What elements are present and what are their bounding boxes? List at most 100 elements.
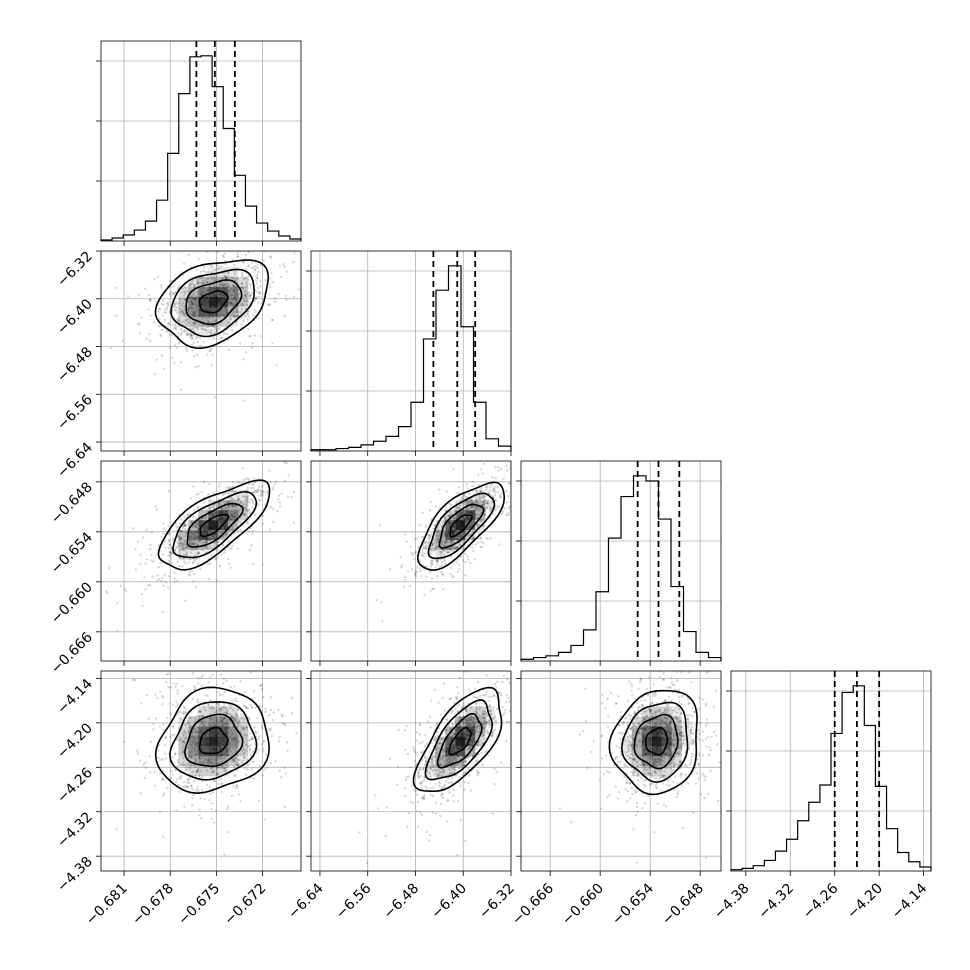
scatter-point bbox=[184, 723, 188, 727]
pair-inner-2 bbox=[311, 460, 548, 661]
scatter-point bbox=[429, 550, 433, 553]
scatter-point bbox=[161, 778, 164, 782]
scatter-point bbox=[124, 589, 128, 593]
scatter-point bbox=[478, 495, 481, 498]
scatter-point bbox=[648, 724, 652, 727]
scatter-point bbox=[179, 361, 183, 364]
scatter-point bbox=[466, 554, 469, 558]
scatter-point bbox=[504, 489, 508, 493]
scatter-point bbox=[198, 814, 201, 817]
scatter-point bbox=[637, 722, 640, 725]
scatter-point bbox=[385, 806, 388, 809]
scatter-point bbox=[187, 720, 190, 723]
scatter-point bbox=[538, 460, 540, 462]
scatter-point bbox=[231, 505, 234, 508]
scatter-point bbox=[682, 734, 685, 738]
scatter-point bbox=[461, 705, 465, 709]
scatter-point bbox=[403, 729, 407, 732]
scatter-point bbox=[234, 315, 237, 319]
scatter-point bbox=[419, 783, 423, 786]
scatter-point bbox=[277, 740, 281, 743]
scatter-point bbox=[440, 542, 443, 546]
scatter-point bbox=[177, 535, 181, 539]
scatter-point bbox=[457, 799, 460, 803]
scatter-point bbox=[180, 775, 183, 778]
scatter-point bbox=[672, 758, 675, 761]
scatter-point bbox=[474, 696, 477, 699]
scatter-point bbox=[246, 521, 249, 524]
scatter-point bbox=[219, 715, 222, 719]
scatter-point bbox=[187, 306, 190, 310]
scatter-point bbox=[190, 521, 193, 524]
scatter-point bbox=[232, 739, 235, 742]
scatter-point bbox=[197, 551, 201, 554]
density-cell bbox=[178, 540, 189, 551]
scatter-point bbox=[233, 759, 236, 763]
scatter-point bbox=[258, 764, 261, 767]
scatter-point bbox=[218, 283, 221, 287]
scatter-point bbox=[463, 759, 467, 763]
scatter-point bbox=[195, 314, 199, 318]
scatter-point bbox=[250, 735, 254, 739]
scatter-point bbox=[197, 701, 200, 704]
scatter-point bbox=[428, 772, 431, 775]
density-cell bbox=[218, 756, 229, 767]
scatter-point bbox=[546, 498, 548, 500]
scatter-point bbox=[607, 715, 610, 718]
scatter-point bbox=[218, 532, 221, 535]
scatter-point bbox=[675, 671, 679, 673]
scatter-point bbox=[249, 527, 252, 530]
scatter-point bbox=[165, 308, 169, 311]
scatter-point bbox=[148, 298, 152, 301]
scatter-point bbox=[264, 279, 267, 282]
scatter-point bbox=[168, 543, 172, 547]
pair-inner-0 bbox=[101, 251, 301, 451]
scatter-point bbox=[221, 544, 224, 547]
scatter-point bbox=[166, 301, 170, 305]
scatter-point bbox=[488, 505, 492, 509]
scatter-point bbox=[266, 490, 269, 493]
scatter-point bbox=[188, 767, 192, 771]
density-cell bbox=[198, 326, 209, 337]
scatter-point bbox=[237, 719, 241, 722]
scatter-point bbox=[250, 543, 253, 547]
scatter-point bbox=[262, 695, 265, 699]
scatter-point bbox=[206, 563, 210, 566]
scatter-point bbox=[147, 293, 151, 297]
scatter-point bbox=[429, 500, 432, 504]
scatter-point bbox=[411, 553, 415, 557]
scatter-point bbox=[206, 251, 209, 254]
scatter-point bbox=[435, 545, 438, 549]
scatter-point bbox=[236, 786, 239, 789]
scatter-point bbox=[500, 467, 503, 470]
scatter-point bbox=[483, 499, 486, 502]
scatter-point bbox=[237, 520, 241, 523]
scatter-point bbox=[474, 498, 478, 501]
scatter-point bbox=[256, 316, 259, 320]
scatter-point bbox=[447, 514, 451, 517]
scatter-point bbox=[261, 493, 264, 496]
scatter-point bbox=[469, 545, 472, 548]
scatter-point bbox=[187, 332, 190, 335]
scatter-point bbox=[438, 742, 441, 746]
scatter-point bbox=[259, 334, 263, 338]
scatter-point bbox=[513, 485, 515, 487]
scatter-point bbox=[174, 306, 177, 309]
density-cell bbox=[485, 706, 496, 717]
scatter-point bbox=[200, 817, 203, 820]
scatter-point bbox=[174, 327, 177, 331]
scatter-point bbox=[195, 730, 198, 734]
scatter-point bbox=[201, 279, 205, 282]
scatter-point bbox=[185, 329, 189, 333]
scatter-point bbox=[272, 507, 275, 511]
scatter-point bbox=[463, 493, 466, 496]
scatter-point bbox=[425, 565, 428, 568]
scatter-point bbox=[635, 701, 639, 705]
scatter-point bbox=[504, 739, 508, 743]
scatter-point bbox=[256, 490, 259, 494]
scatter-point bbox=[237, 739, 240, 742]
scatter-point bbox=[256, 263, 259, 266]
scatter-point bbox=[448, 759, 452, 762]
scatter-point bbox=[473, 666, 475, 668]
scatter-point bbox=[174, 705, 178, 708]
